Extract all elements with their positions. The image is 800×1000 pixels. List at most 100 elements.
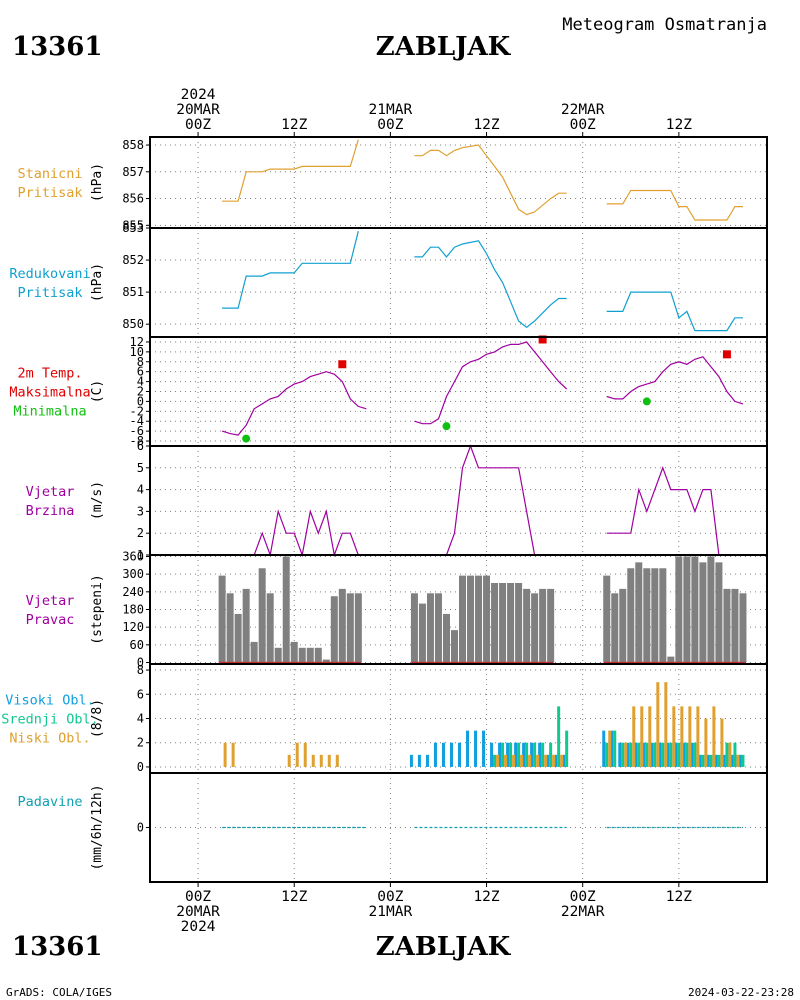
- bar-clouds: [693, 742, 697, 767]
- bar-clouds: [714, 754, 718, 767]
- bar-clouds: [720, 718, 724, 767]
- bar-wind_direction: [322, 659, 330, 663]
- panel-label: Pritisak: [17, 185, 82, 201]
- y-tick-label: 8: [137, 663, 144, 677]
- bar-clouds: [637, 742, 641, 767]
- bar-clouds: [666, 742, 670, 767]
- series-line-wind_speed: [222, 509, 359, 558]
- time-label-top: 12Z: [473, 117, 499, 133]
- y-tick-label: -4: [130, 414, 144, 428]
- panel-frame: [149, 136, 768, 229]
- bar-clouds: [634, 742, 638, 767]
- y-tick-label: 300: [122, 567, 144, 581]
- station-id-bottom: 13361: [12, 932, 102, 962]
- time-label-top: 12Z: [281, 117, 307, 133]
- bar-wind_direction: [442, 613, 450, 663]
- y-tick-label: 858: [122, 138, 144, 152]
- bar-clouds: [621, 742, 625, 767]
- bar-wind_direction: [507, 582, 515, 663]
- panel-label: Pritisak: [17, 285, 82, 301]
- bar-clouds: [677, 742, 681, 767]
- bar-clouds: [425, 754, 429, 767]
- bar-clouds: [610, 730, 614, 767]
- panel-label: Pravac: [26, 612, 75, 628]
- y-tick-label: 6: [137, 439, 144, 453]
- bar-clouds: [653, 742, 657, 767]
- bar-clouds: [664, 682, 668, 767]
- bar-clouds: [730, 754, 734, 767]
- bar-clouds: [626, 742, 630, 767]
- bar-clouds: [493, 754, 497, 767]
- y-tick-label: 360: [122, 549, 144, 563]
- bar-clouds: [701, 754, 705, 767]
- station-name-top: ZABLJAK: [376, 32, 512, 62]
- bar-clouds: [449, 742, 453, 767]
- bar-clouds: [541, 742, 545, 767]
- bar-clouds: [722, 754, 726, 767]
- bar-wind_direction: [475, 575, 483, 663]
- bar-wind_direction: [410, 593, 418, 663]
- bar-clouds: [327, 754, 331, 767]
- bar-wind_direction: [667, 656, 675, 663]
- bar-clouds: [706, 754, 710, 767]
- series-line-temperature: [606, 356, 744, 405]
- y-tick-label: 2: [137, 526, 144, 540]
- bar-wind_direction: [651, 568, 659, 663]
- bar-clouds: [629, 742, 633, 767]
- bar-clouds: [704, 718, 708, 767]
- y-tick-label: 0: [137, 821, 144, 835]
- y-axis-label: (m/s): [90, 481, 105, 520]
- y-tick-label: 12: [130, 335, 144, 349]
- y-tick-label: 850: [122, 317, 144, 331]
- y-tick-label: 0: [137, 656, 144, 670]
- time-label-bottom: 22MAR: [561, 904, 605, 920]
- bar-clouds: [698, 754, 702, 767]
- bar-clouds: [640, 706, 644, 767]
- bar-wind_direction: [707, 556, 715, 663]
- product-title: Meteogram Osmatranja: [562, 15, 767, 35]
- y-tick-label: 4: [137, 375, 144, 389]
- bar-wind_direction: [675, 556, 683, 663]
- bar-clouds: [736, 754, 740, 767]
- bar-wind_direction: [226, 593, 234, 663]
- bar-wind_direction: [450, 630, 458, 663]
- bar-clouds: [335, 754, 339, 767]
- bar-clouds: [712, 706, 716, 767]
- bar-clouds: [474, 730, 478, 767]
- time-label-bottom: 2024: [181, 919, 216, 935]
- y-tick-label: 5: [137, 461, 144, 475]
- bar-clouds: [512, 754, 516, 767]
- bar-clouds: [717, 754, 721, 767]
- bar-clouds: [602, 730, 606, 767]
- bar-clouds: [501, 742, 505, 767]
- y-tick-label: 4: [137, 712, 144, 726]
- y-tick-label: 3: [137, 504, 144, 518]
- bar-clouds: [557, 706, 561, 767]
- bar-clouds: [466, 730, 470, 767]
- bar-clouds: [525, 742, 529, 767]
- time-label-top: 2024: [181, 87, 216, 103]
- bar-clouds: [725, 742, 729, 767]
- y-tick-label: -2: [130, 404, 144, 418]
- y-axis-label: (hPa): [90, 263, 105, 302]
- y-axis-label: (8/8): [90, 699, 105, 738]
- y-tick-label: 0: [137, 760, 144, 774]
- time-label-bottom: 12Z: [281, 889, 307, 905]
- bar-clouds: [680, 706, 684, 767]
- bar-clouds: [533, 742, 537, 767]
- tmin-marker: [442, 422, 451, 431]
- tmax-marker: [538, 335, 547, 344]
- bar-wind_direction: [635, 562, 643, 663]
- bar-wind_direction: [306, 647, 314, 663]
- bar-clouds: [690, 742, 694, 767]
- bar-wind_direction: [250, 641, 258, 663]
- bar-clouds: [514, 742, 518, 767]
- series-line-temperature: [414, 341, 568, 425]
- panel-label: Visoki Obl.: [5, 693, 94, 709]
- bar-clouds: [498, 742, 502, 767]
- panel-label: 2m Temp.: [17, 366, 82, 382]
- bar-wind_direction: [699, 562, 707, 663]
- station-name-bottom: ZABLJAK: [376, 932, 512, 962]
- bar-wind_direction: [491, 582, 499, 663]
- bar-wind_direction: [723, 588, 731, 663]
